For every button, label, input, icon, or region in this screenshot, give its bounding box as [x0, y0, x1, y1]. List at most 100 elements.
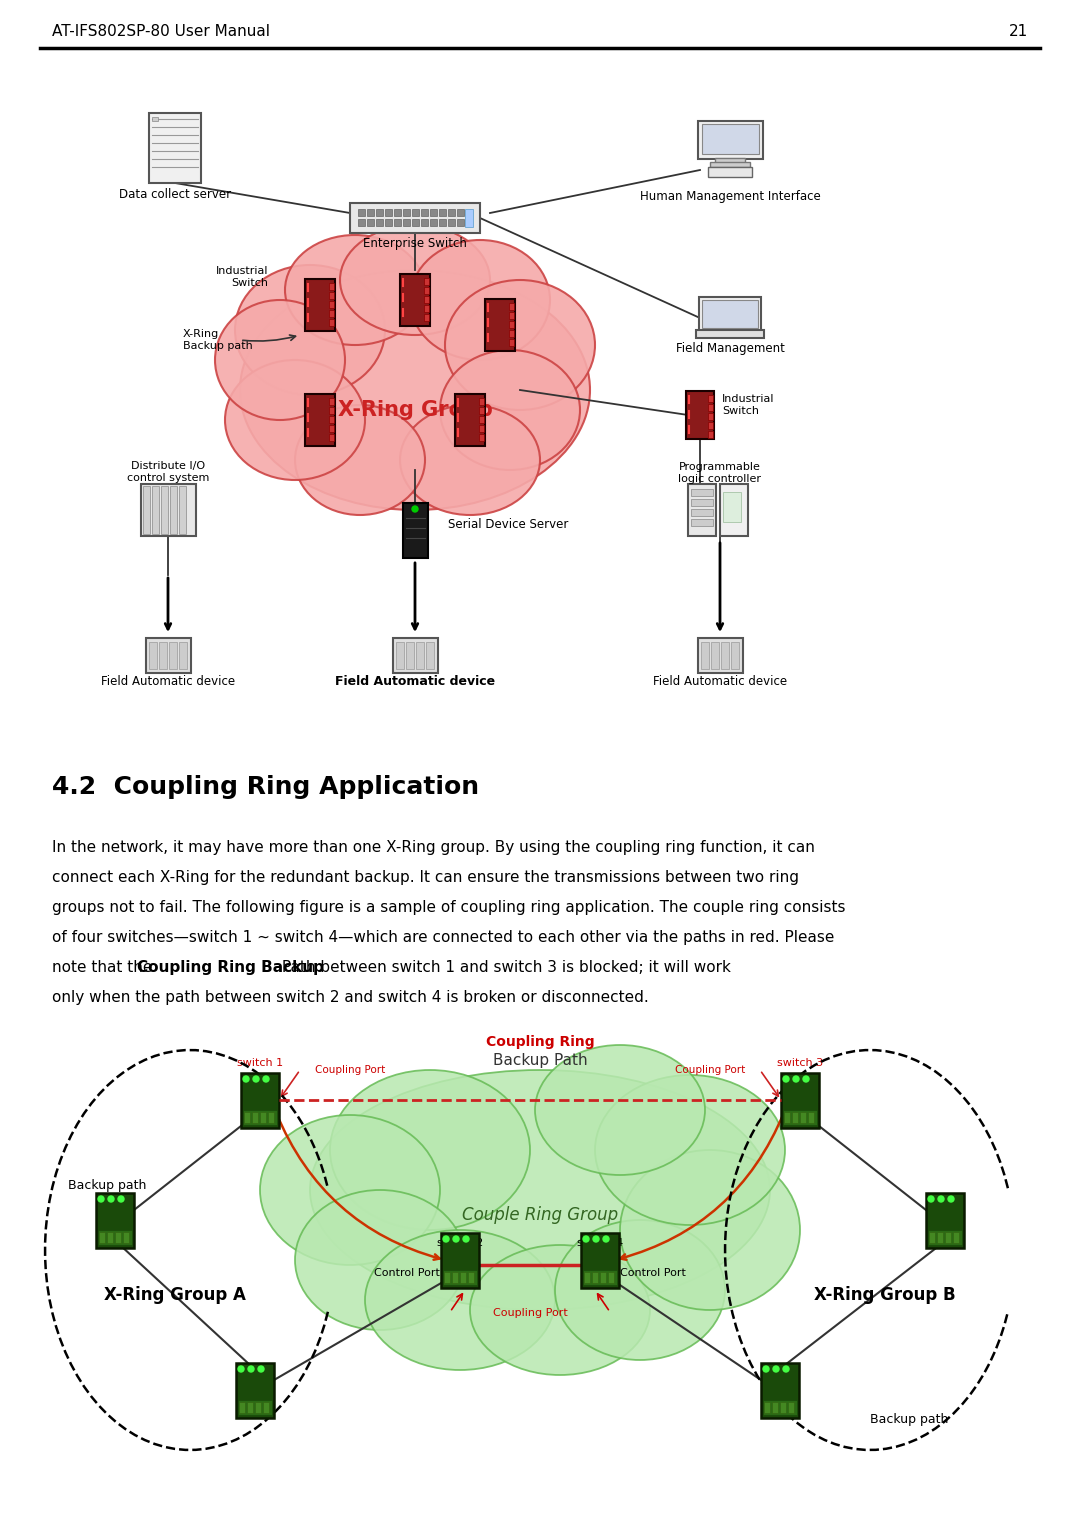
Circle shape [928, 1196, 934, 1202]
Text: Coupling Port: Coupling Port [315, 1064, 386, 1075]
Bar [329, 310, 334, 318]
Bar [424, 278, 429, 286]
Bar [708, 412, 713, 420]
Bar [701, 641, 708, 669]
Ellipse shape [340, 224, 490, 334]
Bar [376, 218, 383, 226]
Bar [384, 209, 392, 215]
Bar [691, 499, 713, 505]
Bar [329, 292, 334, 299]
Bar [329, 319, 334, 325]
Bar [600, 1272, 606, 1283]
Bar [393, 638, 438, 673]
Text: Coupling Ring Backup: Coupling Ring Backup [137, 960, 324, 976]
Bar [708, 166, 752, 177]
Text: of four switches—switch 1 ~ switch 4—which are connected to each other via the p: of four switches—switch 1 ~ switch 4—whi… [52, 930, 835, 945]
Text: Distribute I/O
control system: Distribute I/O control system [126, 461, 210, 483]
Bar [583, 1270, 617, 1286]
Bar [438, 209, 446, 215]
Ellipse shape [295, 405, 426, 515]
Text: only when the path between switch 2 and switch 4 is broken or disconnected.: only when the path between switch 2 and … [52, 989, 649, 1005]
Text: Control Port: Control Port [620, 1267, 686, 1278]
Text: Field Automatic device: Field Automatic device [653, 675, 787, 689]
Text: X-Ring Group: X-Ring Group [338, 400, 492, 420]
Bar [384, 218, 392, 226]
Bar [141, 484, 195, 536]
Bar [926, 1193, 964, 1248]
Bar [421, 218, 428, 226]
Circle shape [793, 1077, 799, 1083]
Bar [152, 118, 158, 121]
Bar [107, 1232, 113, 1243]
Bar [702, 124, 759, 154]
Bar [444, 1272, 450, 1283]
Bar [161, 486, 168, 534]
Circle shape [593, 1235, 599, 1241]
Bar [592, 1272, 598, 1283]
Bar [411, 209, 419, 215]
Bar [710, 162, 750, 166]
Circle shape [264, 1077, 269, 1083]
Bar [696, 330, 764, 337]
Text: Path between switch 1 and switch 3 is blocked; it will work: Path between switch 1 and switch 3 is bl… [278, 960, 731, 976]
Bar [329, 399, 334, 405]
Bar [264, 1402, 269, 1412]
Bar [708, 395, 713, 402]
Circle shape [773, 1367, 779, 1371]
Bar [149, 641, 157, 669]
Bar [424, 296, 429, 302]
Bar [237, 1364, 274, 1419]
Ellipse shape [400, 405, 540, 515]
Ellipse shape [310, 1070, 770, 1310]
Text: AT-IFS802SP-80 User Manual: AT-IFS802SP-80 User Manual [52, 24, 270, 40]
Bar [329, 408, 334, 414]
Bar [238, 1400, 272, 1416]
Bar [480, 415, 484, 423]
Bar [465, 209, 473, 228]
Bar [480, 408, 484, 414]
Bar [424, 315, 429, 321]
Circle shape [603, 1235, 609, 1241]
Circle shape [948, 1196, 954, 1202]
Bar [584, 1272, 590, 1283]
Circle shape [583, 1235, 589, 1241]
Text: switch 2: switch 2 [437, 1238, 483, 1248]
Bar [720, 484, 748, 536]
Ellipse shape [285, 235, 426, 345]
Bar [457, 218, 464, 226]
Text: Data collect server: Data collect server [119, 188, 231, 202]
Circle shape [463, 1235, 469, 1241]
Circle shape [238, 1367, 244, 1371]
Bar [159, 641, 167, 669]
Bar [762, 1400, 797, 1416]
Bar [430, 218, 437, 226]
Bar [400, 273, 430, 325]
Bar [421, 209, 428, 215]
Bar [699, 296, 761, 331]
Circle shape [762, 1367, 769, 1371]
Bar [485, 299, 515, 351]
Bar [468, 1272, 474, 1283]
Bar [114, 1232, 121, 1243]
Bar [247, 1402, 253, 1412]
Bar [480, 434, 484, 441]
Bar [953, 1232, 959, 1243]
Bar [424, 305, 429, 312]
Text: switch 1: switch 1 [237, 1058, 283, 1067]
Bar [426, 641, 434, 669]
Bar [509, 312, 514, 319]
Bar [783, 1110, 816, 1125]
Bar [244, 1112, 249, 1122]
Bar [376, 209, 383, 215]
Bar [937, 1232, 943, 1243]
Bar [268, 1112, 274, 1122]
Circle shape [453, 1235, 459, 1241]
Ellipse shape [260, 1115, 440, 1264]
Ellipse shape [330, 1070, 530, 1231]
Text: Coupling Ring: Coupling Ring [486, 1035, 594, 1049]
Bar [179, 486, 186, 534]
Bar [945, 1232, 951, 1243]
Text: Field Automatic device: Field Automatic device [335, 675, 495, 689]
Bar [98, 1231, 132, 1245]
Text: Backup Path: Backup Path [492, 1054, 588, 1067]
